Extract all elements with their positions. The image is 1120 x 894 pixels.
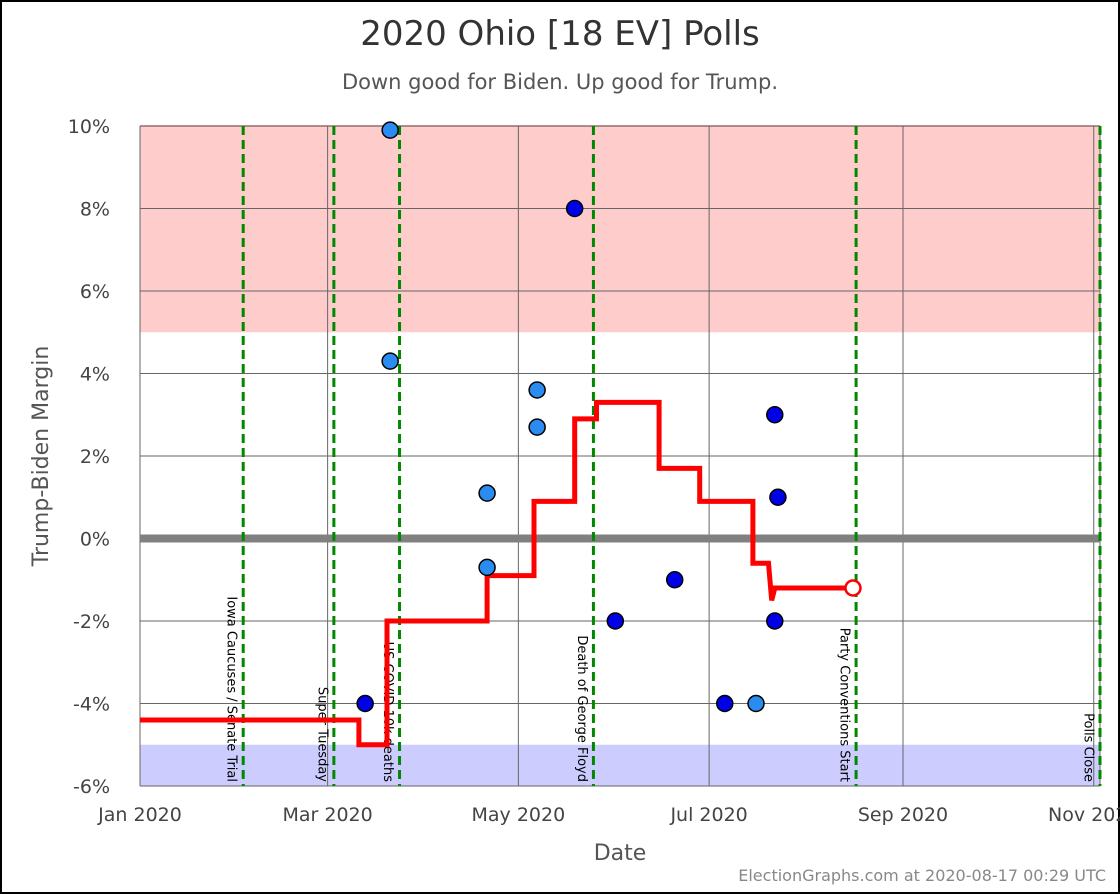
- event-label: Death of George Floyd: [574, 635, 589, 782]
- poll-point: [565, 199, 584, 218]
- poll-point: [381, 352, 399, 370]
- poll-point: [766, 406, 784, 424]
- x-axis-label: Date: [594, 841, 647, 866]
- biden-band: [140, 744, 1100, 786]
- current-average-marker: [844, 579, 862, 597]
- x-tick-label: Mar 2020: [282, 804, 372, 826]
- poll-point: [716, 694, 734, 713]
- y-tick-label: 10%: [68, 116, 110, 138]
- poll-point: [665, 571, 684, 589]
- event-label: Party Conventions Start: [837, 628, 852, 782]
- poll-point: [381, 121, 399, 139]
- chart-subtitle: Down good for Biden. Up good for Trump.: [341, 70, 779, 94]
- margin-bands: [140, 125, 1100, 786]
- y-tick-label: -2%: [73, 611, 110, 633]
- average-line-group: [140, 399, 862, 748]
- poll-point: [356, 694, 374, 713]
- trump-band: [140, 126, 1100, 333]
- y-tick-label: 0%: [80, 529, 110, 551]
- poll-point: [478, 484, 496, 502]
- poll-point: [528, 381, 546, 399]
- y-axis-ticks: 10% 8% 6% 4% 2% 0% -2% -4% -6%: [68, 116, 110, 798]
- y-tick-label: 8%: [80, 199, 110, 221]
- poll-point: [528, 418, 546, 436]
- x-tick-label: Jul 2020: [669, 804, 747, 826]
- y-tick-label: -6%: [73, 776, 110, 798]
- event-label: Polls Close: [1081, 713, 1096, 782]
- chart-title: 2020 Ohio [18 EV] Polls: [360, 14, 760, 54]
- event-label: Iowa Caucuses / Senate Trial: [224, 596, 239, 782]
- poll-point: [769, 488, 787, 506]
- poll-point: [606, 612, 625, 630]
- poll-point: [766, 612, 784, 630]
- x-tick-label: Nov 2020: [1048, 804, 1120, 826]
- x-axis-ticks: Jan 2020 Mar 2020 May 2020 Jul 2020 Sep 2020…: [97, 804, 1120, 826]
- average-line: [140, 399, 853, 748]
- x-tick-label: Sep 2020: [858, 804, 948, 826]
- event-label: Super Tuesday: [314, 687, 329, 782]
- poll-point: [747, 694, 765, 713]
- y-axis-label: Trump-Biden Margin: [29, 346, 54, 568]
- poll-point: [478, 558, 496, 577]
- poll-points: [356, 121, 787, 713]
- y-tick-label: 2%: [80, 446, 110, 468]
- y-tick-label: 4%: [80, 364, 110, 386]
- x-tick-label: May 2020: [472, 804, 566, 826]
- y-tick-label: 6%: [80, 281, 110, 303]
- footer-credit: ElectionGraphs.com at 2020-08-17 00:29 U…: [738, 866, 1106, 885]
- y-tick-label: -4%: [73, 694, 110, 716]
- x-tick-label: Jan 2020: [97, 804, 182, 826]
